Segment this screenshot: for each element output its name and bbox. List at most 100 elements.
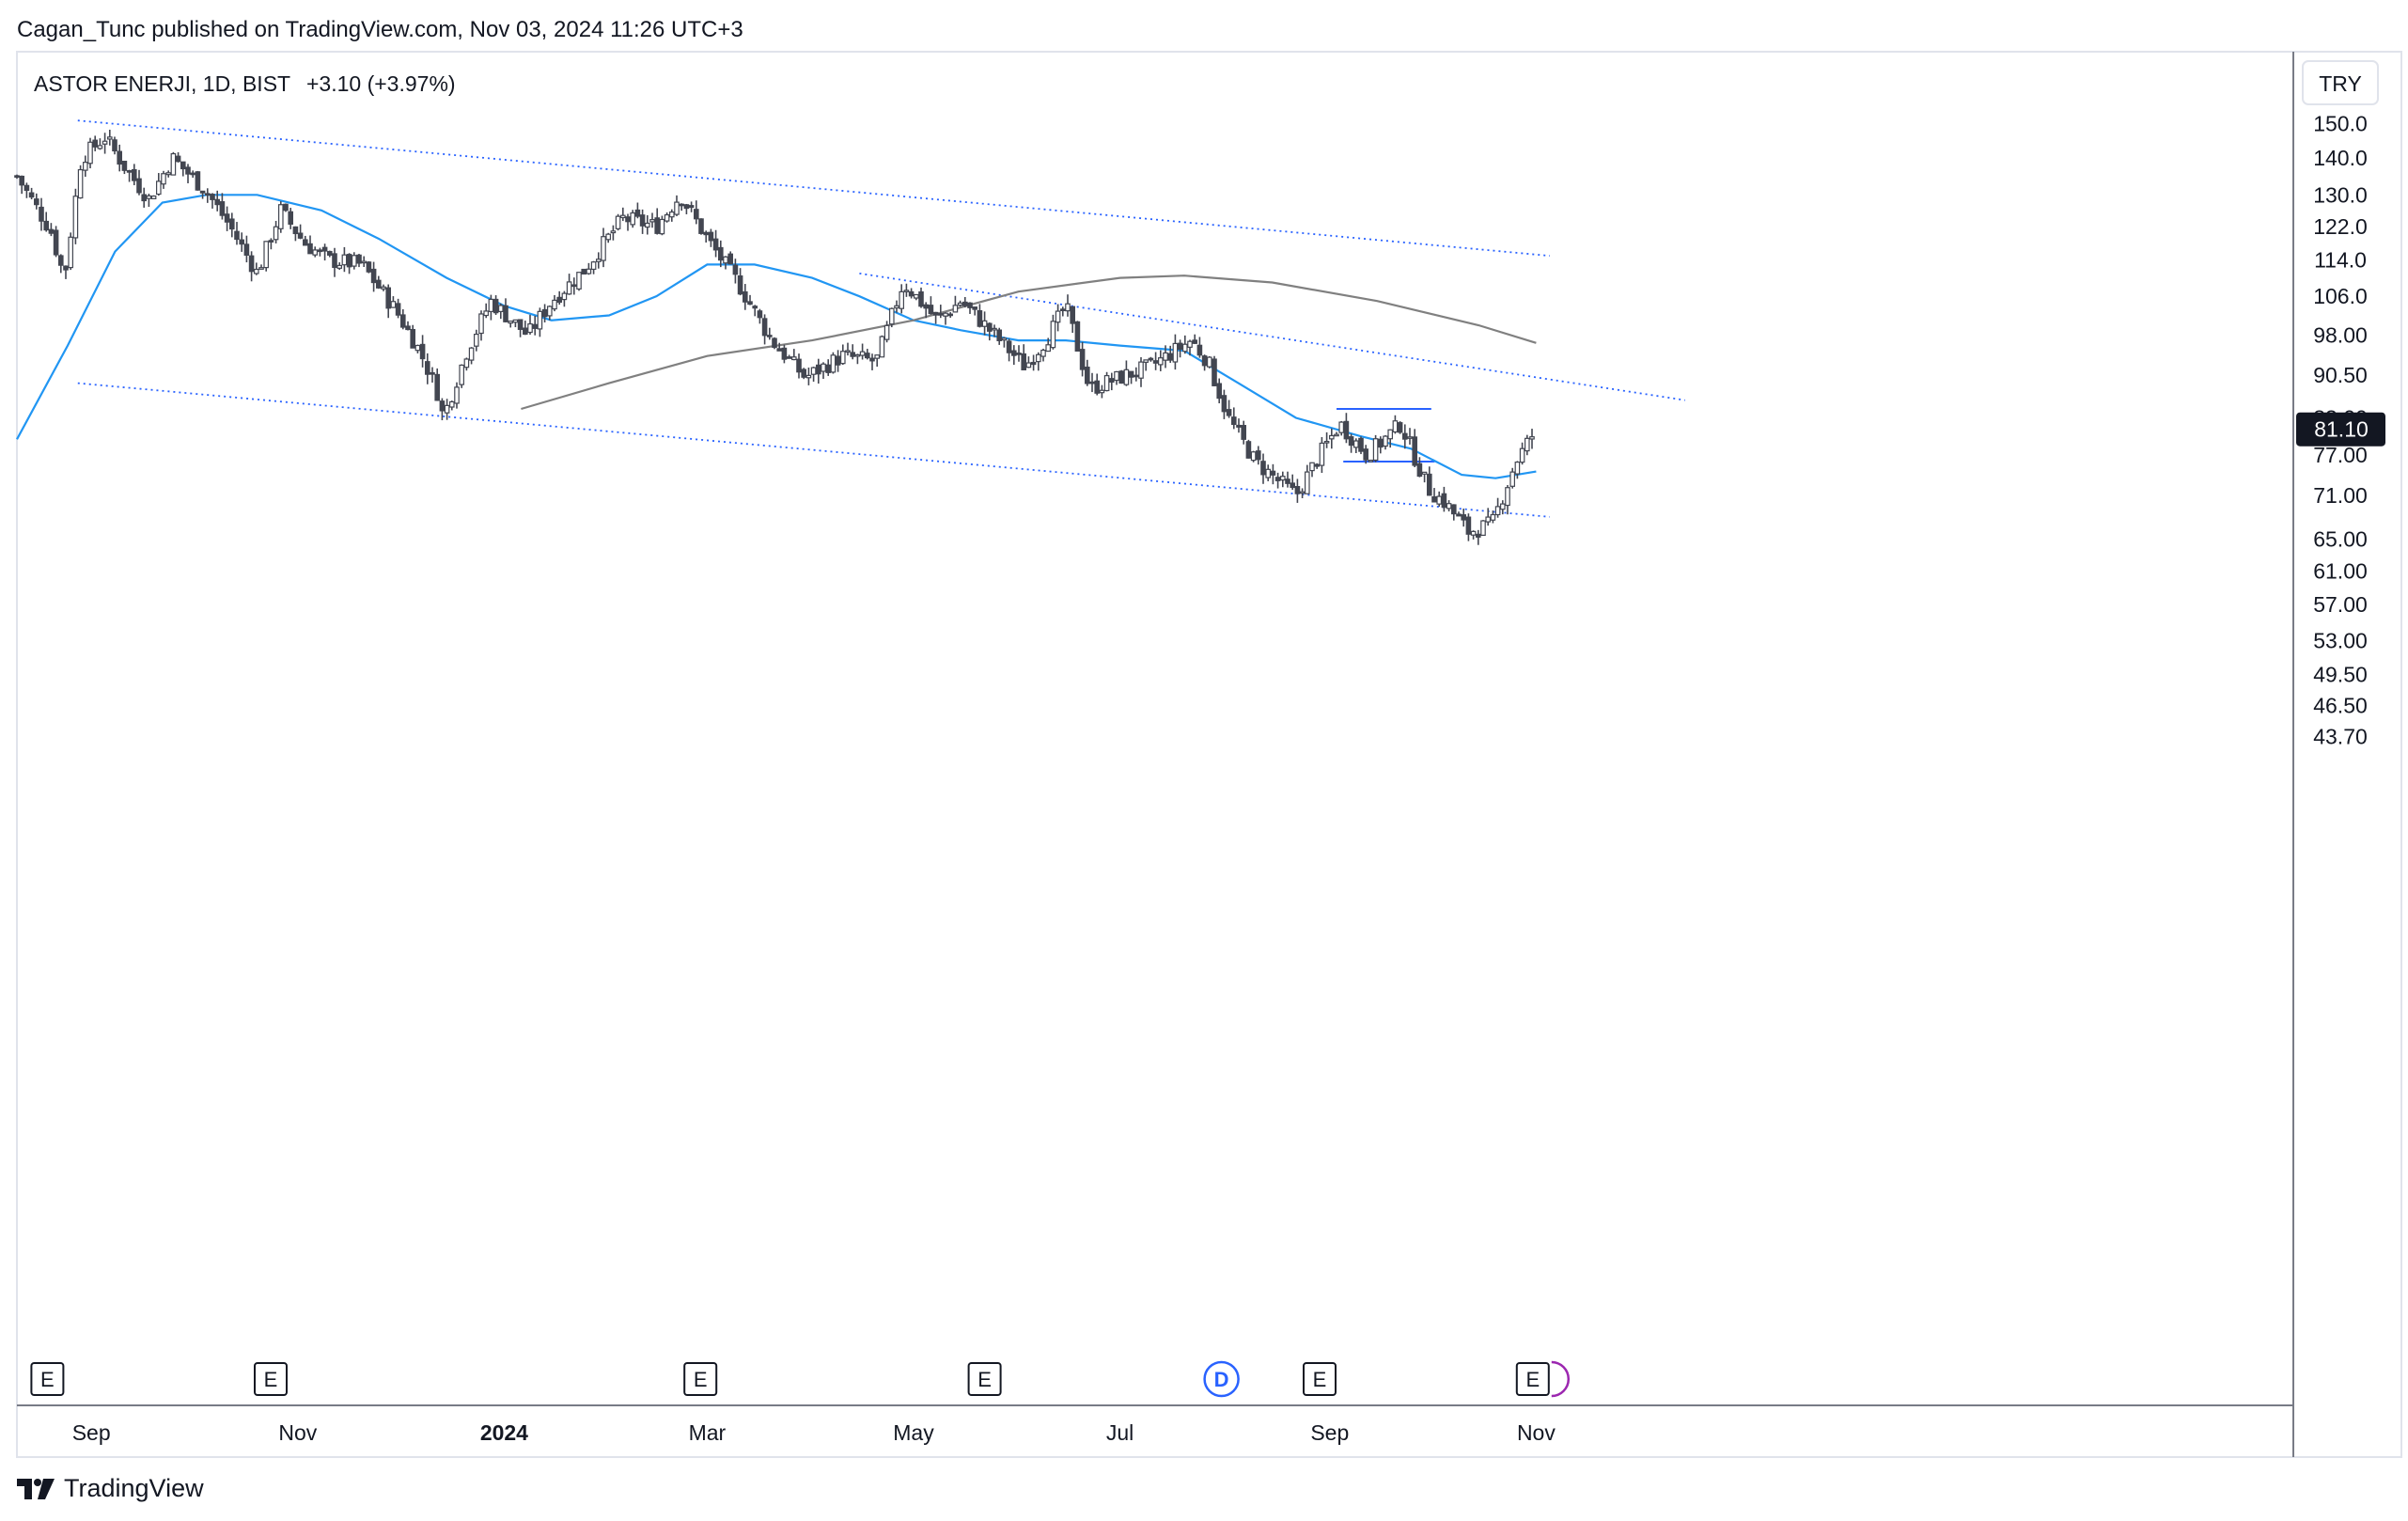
candle[interactable] [576,272,582,291]
candle[interactable] [327,250,333,258]
candle[interactable] [1461,509,1467,527]
candle[interactable] [28,187,35,200]
candle[interactable] [561,290,568,307]
candle[interactable] [908,288,915,299]
candle[interactable] [254,262,259,275]
candle[interactable] [1196,337,1203,358]
candle[interactable] [1074,321,1081,352]
candle[interactable] [195,170,201,191]
candle[interactable] [527,314,533,335]
candle[interactable] [1372,434,1379,463]
candle[interactable] [303,235,308,246]
candle[interactable] [1480,520,1486,536]
candle[interactable] [727,251,734,265]
candle[interactable] [156,173,162,196]
candle[interactable] [972,306,978,316]
candle[interactable] [1035,352,1041,371]
candle[interactable] [957,300,963,307]
candle[interactable] [92,135,99,151]
earnings-marker[interactable]: E [254,1362,288,1396]
candle[interactable] [63,265,69,279]
candle[interactable] [258,264,264,270]
candle[interactable] [825,359,832,376]
candle[interactable] [1172,334,1179,370]
candle[interactable] [962,296,968,308]
candle[interactable] [170,151,177,176]
candle[interactable] [732,259,739,284]
candle[interactable] [132,164,137,186]
candle[interactable] [903,283,910,297]
candle[interactable] [1387,429,1394,448]
candle[interactable] [1450,504,1457,521]
candle[interactable] [1294,478,1301,503]
candle[interactable] [1040,348,1046,362]
candle[interactable] [801,368,807,380]
candle[interactable] [556,290,563,306]
candle[interactable] [1446,500,1452,512]
candle[interactable] [1128,370,1134,384]
candle[interactable] [586,262,592,275]
candle[interactable] [1494,497,1501,518]
candle[interactable] [1118,369,1125,384]
candle[interactable] [370,261,377,292]
candle[interactable] [1343,413,1350,444]
candle[interactable] [1099,384,1105,399]
candle[interactable] [77,165,84,199]
candle[interactable] [742,284,748,310]
candle[interactable] [1089,372,1095,393]
candle[interactable] [463,357,470,371]
candle[interactable] [1230,407,1237,430]
candle[interactable] [546,306,553,321]
candle[interactable] [943,312,948,325]
candle[interactable] [283,203,289,212]
candle[interactable] [1192,334,1198,344]
candle[interactable] [1377,436,1384,454]
candle[interactable] [1285,471,1290,488]
candle[interactable] [317,247,323,257]
candle[interactable] [150,195,157,199]
candle[interactable] [1070,306,1076,334]
candle[interactable] [1407,428,1413,445]
candle[interactable] [766,327,773,340]
candle[interactable] [175,151,181,163]
candle[interactable] [1499,500,1506,515]
candle[interactable] [381,284,386,291]
candle[interactable] [1079,341,1086,377]
candle[interactable] [434,368,441,401]
candle[interactable] [703,230,710,243]
candle[interactable] [243,235,250,263]
candle[interactable] [161,170,166,189]
candle[interactable] [1490,510,1496,524]
candle[interactable] [82,155,88,178]
candle[interactable] [967,302,973,314]
candle[interactable] [1270,463,1276,485]
candle[interactable] [1392,415,1399,434]
candle[interactable] [1314,463,1321,469]
candle[interactable] [1148,356,1154,362]
earnings-marker[interactable]: E [1515,1362,1550,1396]
candle[interactable] [19,175,25,195]
candle[interactable] [928,296,934,315]
candle[interactable] [1279,471,1286,488]
candle[interactable] [68,232,74,271]
candle[interactable] [97,138,103,150]
candle[interactable] [23,182,30,198]
candle[interactable] [810,367,817,382]
candle[interactable] [1001,337,1008,348]
candle[interactable] [839,344,846,366]
candle[interactable] [864,349,870,360]
candle[interactable] [830,352,837,374]
candle[interactable] [468,347,475,365]
moving-average-fast[interactable] [16,194,1537,479]
channel-trendline[interactable] [859,272,1685,401]
candle[interactable] [781,344,788,364]
candle[interactable] [1108,372,1115,391]
candle[interactable] [1226,400,1232,418]
candle[interactable] [1334,431,1339,437]
candle[interactable] [1304,464,1310,494]
candle[interactable] [248,251,255,282]
candle[interactable] [1245,439,1252,459]
candle[interactable] [106,129,113,146]
candle[interactable] [1441,486,1447,512]
candle[interactable] [449,400,455,411]
